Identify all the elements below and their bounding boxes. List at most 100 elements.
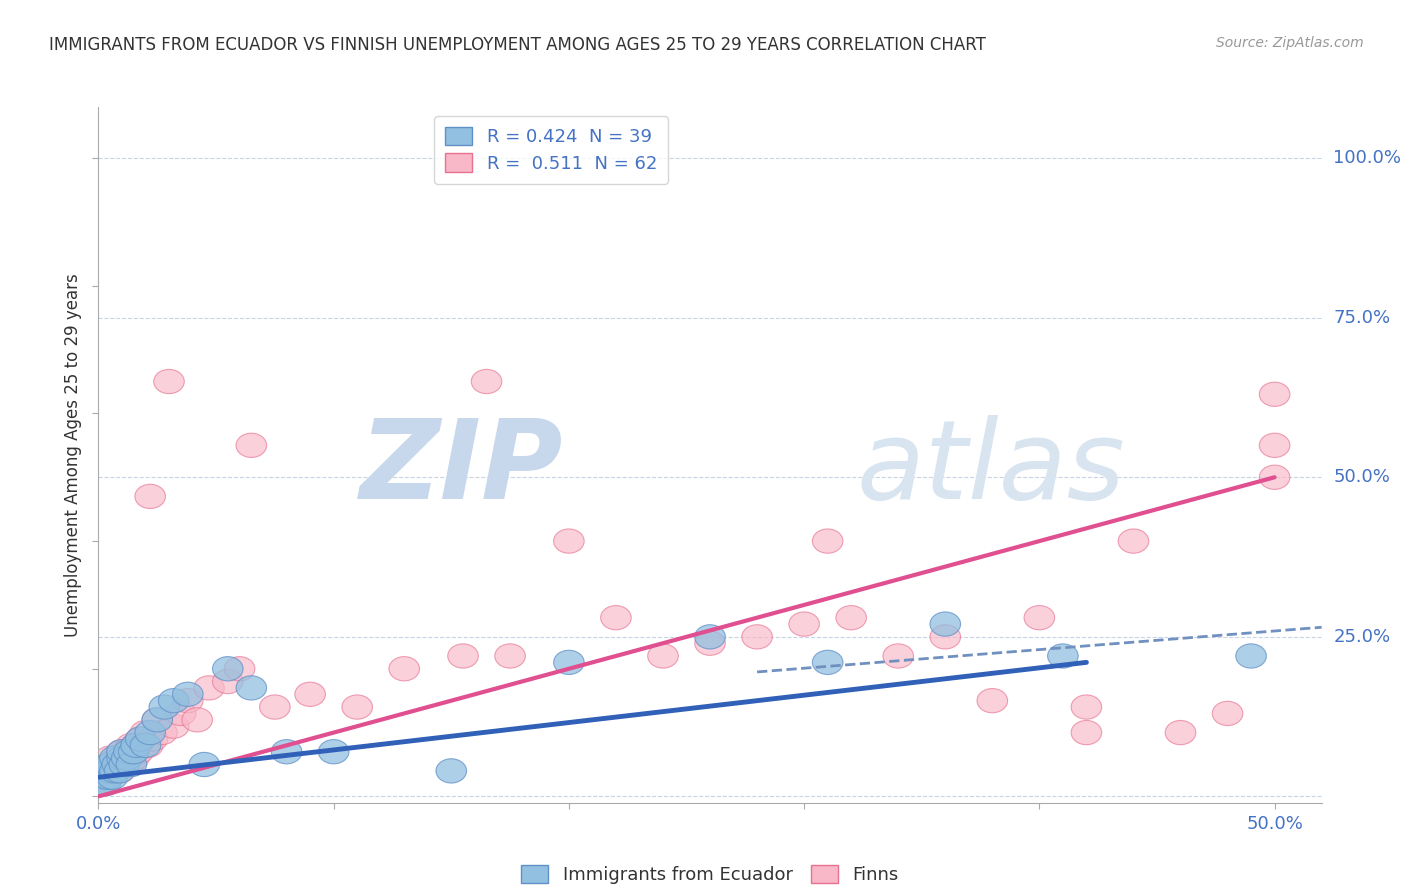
Ellipse shape <box>121 733 152 757</box>
Ellipse shape <box>181 707 212 732</box>
Ellipse shape <box>295 682 325 706</box>
Ellipse shape <box>1047 644 1078 668</box>
Ellipse shape <box>93 765 124 789</box>
Ellipse shape <box>260 695 290 719</box>
Ellipse shape <box>1024 606 1054 630</box>
Ellipse shape <box>159 714 188 739</box>
Ellipse shape <box>695 632 725 656</box>
Ellipse shape <box>124 739 153 764</box>
Ellipse shape <box>153 369 184 393</box>
Ellipse shape <box>1260 465 1289 490</box>
Ellipse shape <box>188 752 219 777</box>
Ellipse shape <box>114 739 145 764</box>
Ellipse shape <box>1260 382 1289 407</box>
Ellipse shape <box>110 746 139 771</box>
Ellipse shape <box>125 727 156 751</box>
Ellipse shape <box>107 739 138 764</box>
Text: atlas: atlas <box>856 416 1125 523</box>
Ellipse shape <box>138 727 167 751</box>
Ellipse shape <box>87 765 118 789</box>
Ellipse shape <box>97 759 128 783</box>
Ellipse shape <box>225 657 254 681</box>
Ellipse shape <box>318 739 349 764</box>
Ellipse shape <box>236 676 267 700</box>
Text: ZIP: ZIP <box>360 416 564 523</box>
Ellipse shape <box>107 752 138 777</box>
Ellipse shape <box>90 759 121 783</box>
Ellipse shape <box>107 739 138 764</box>
Ellipse shape <box>94 752 125 777</box>
Ellipse shape <box>166 701 195 725</box>
Ellipse shape <box>104 759 135 783</box>
Ellipse shape <box>103 746 132 771</box>
Ellipse shape <box>742 624 772 649</box>
Ellipse shape <box>813 650 844 674</box>
Ellipse shape <box>600 606 631 630</box>
Ellipse shape <box>389 657 419 681</box>
Ellipse shape <box>929 624 960 649</box>
Ellipse shape <box>97 765 128 789</box>
Ellipse shape <box>94 759 125 783</box>
Ellipse shape <box>146 721 177 745</box>
Ellipse shape <box>117 752 146 777</box>
Ellipse shape <box>212 669 243 694</box>
Ellipse shape <box>114 752 145 777</box>
Ellipse shape <box>173 689 202 713</box>
Ellipse shape <box>90 772 121 796</box>
Ellipse shape <box>837 606 866 630</box>
Ellipse shape <box>212 657 243 681</box>
Ellipse shape <box>107 746 138 771</box>
Ellipse shape <box>1260 434 1289 458</box>
Ellipse shape <box>883 644 914 668</box>
Ellipse shape <box>100 759 131 783</box>
Ellipse shape <box>813 529 844 553</box>
Ellipse shape <box>1236 644 1267 668</box>
Ellipse shape <box>86 772 117 796</box>
Text: IMMIGRANTS FROM ECUADOR VS FINNISH UNEMPLOYMENT AMONG AGES 25 TO 29 YEARS CORREL: IMMIGRANTS FROM ECUADOR VS FINNISH UNEMP… <box>49 36 986 54</box>
Ellipse shape <box>194 676 225 700</box>
Ellipse shape <box>135 721 166 745</box>
Ellipse shape <box>1071 721 1102 745</box>
Ellipse shape <box>142 707 173 732</box>
Y-axis label: Unemployment Among Ages 25 to 29 years: Unemployment Among Ages 25 to 29 years <box>63 273 82 637</box>
Ellipse shape <box>271 739 302 764</box>
Ellipse shape <box>1212 701 1243 725</box>
Ellipse shape <box>93 765 124 789</box>
Ellipse shape <box>236 434 267 458</box>
Ellipse shape <box>1166 721 1195 745</box>
Ellipse shape <box>100 746 131 771</box>
Ellipse shape <box>94 746 125 771</box>
Ellipse shape <box>131 721 160 745</box>
Ellipse shape <box>342 695 373 719</box>
Ellipse shape <box>789 612 820 636</box>
Text: Source: ZipAtlas.com: Source: ZipAtlas.com <box>1216 36 1364 50</box>
Ellipse shape <box>87 765 118 789</box>
Ellipse shape <box>554 650 583 674</box>
Ellipse shape <box>132 733 163 757</box>
Ellipse shape <box>111 739 142 764</box>
Text: 75.0%: 75.0% <box>1333 309 1391 326</box>
Ellipse shape <box>471 369 502 393</box>
Ellipse shape <box>121 733 152 757</box>
Ellipse shape <box>104 759 135 783</box>
Text: 50.0%: 50.0% <box>1333 468 1391 486</box>
Ellipse shape <box>447 644 478 668</box>
Text: 100.0%: 100.0% <box>1333 149 1402 167</box>
Ellipse shape <box>173 682 202 706</box>
Ellipse shape <box>118 746 149 771</box>
Ellipse shape <box>648 644 678 668</box>
Ellipse shape <box>117 733 146 757</box>
Ellipse shape <box>86 772 117 796</box>
Ellipse shape <box>125 727 156 751</box>
Ellipse shape <box>436 759 467 783</box>
Ellipse shape <box>110 752 139 777</box>
Ellipse shape <box>977 689 1008 713</box>
Ellipse shape <box>1118 529 1149 553</box>
Ellipse shape <box>103 752 132 777</box>
Ellipse shape <box>929 612 960 636</box>
Ellipse shape <box>111 746 142 771</box>
Ellipse shape <box>118 739 149 764</box>
Ellipse shape <box>495 644 526 668</box>
Ellipse shape <box>94 752 125 777</box>
Ellipse shape <box>554 529 583 553</box>
